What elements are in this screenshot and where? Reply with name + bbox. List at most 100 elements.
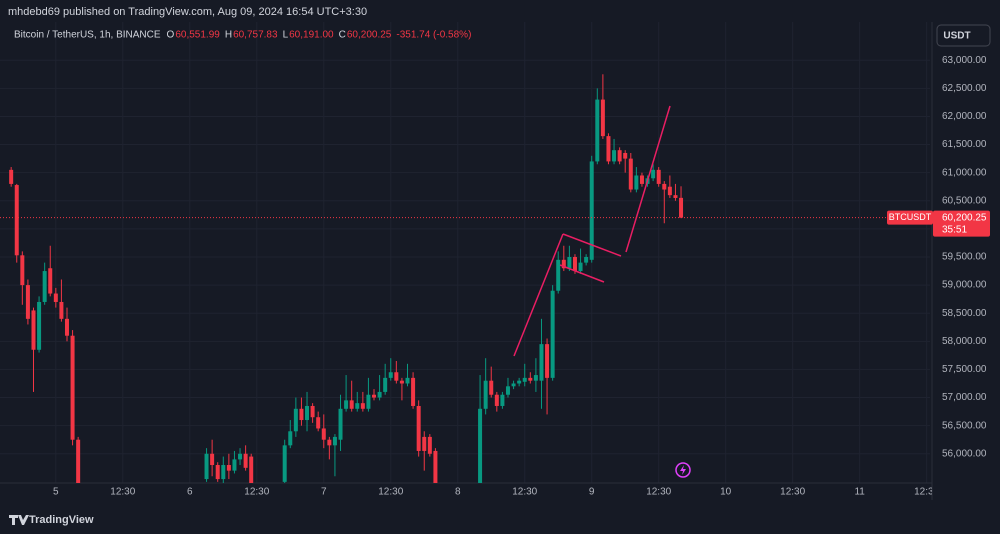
ohlc-key: H xyxy=(225,30,232,41)
candle-body xyxy=(377,391,382,398)
y-tick-label: 63,000.00 xyxy=(942,55,987,66)
currency-label[interactable]: USDT xyxy=(943,31,970,42)
candle-body xyxy=(204,453,209,480)
y-tick-label: 61,000.00 xyxy=(942,167,987,178)
candle-body xyxy=(394,372,399,381)
ohlc-key: C xyxy=(339,30,346,41)
y-tick-label: 58,500.00 xyxy=(942,308,987,319)
y-tick-label: 58,000.00 xyxy=(942,336,987,347)
candle-body xyxy=(76,439,81,483)
ohlc-key: O xyxy=(167,30,175,41)
candle-body xyxy=(673,195,678,198)
y-tick-label: 62,500.00 xyxy=(942,83,987,94)
candle-body xyxy=(20,255,25,286)
x-tick-label: 8 xyxy=(455,487,461,498)
x-tick-label: 9 xyxy=(589,487,595,498)
candle-body xyxy=(489,380,494,395)
candle-body xyxy=(662,183,667,190)
candle-body xyxy=(522,377,527,382)
candle-body xyxy=(215,465,220,480)
candle-body xyxy=(589,161,594,260)
candle-body xyxy=(628,158,633,190)
symbol-label: BTCUSDT xyxy=(889,212,932,222)
x-tick-label: 10 xyxy=(720,487,732,498)
candle-body xyxy=(634,175,639,190)
candle-body xyxy=(517,380,522,384)
x-tick-label: 12:30 xyxy=(110,487,135,498)
published-note: mhdebd69 published on TradingView.com, A… xyxy=(8,6,367,18)
x-tick-label: 12:30 xyxy=(780,487,805,498)
candle-body xyxy=(299,408,304,421)
candle-body xyxy=(567,256,572,269)
candle-body xyxy=(293,408,298,432)
last-price-label: 60,200.25 xyxy=(942,212,987,223)
candle-body xyxy=(37,301,42,350)
x-tick-label: 11 xyxy=(854,487,865,498)
y-tick-label: 56,000.00 xyxy=(942,448,987,459)
candle-body xyxy=(344,400,349,409)
y-tick-label: 56,500.00 xyxy=(942,420,987,431)
candle-body xyxy=(556,259,561,291)
legend: Bitcoin / TetherUS, 1h, BINANCE O 60,551.… xyxy=(14,30,471,41)
candle-body xyxy=(360,403,365,409)
event-icon[interactable] xyxy=(675,462,691,478)
x-tick-label: 5 xyxy=(53,487,59,498)
candle-body xyxy=(533,375,538,381)
candle-body xyxy=(316,417,321,429)
candle-body xyxy=(679,197,684,218)
symbol-title: Bitcoin / TetherUS, 1h, BINANCE xyxy=(14,30,161,41)
candle-body xyxy=(388,372,393,378)
symbol-badge xyxy=(887,210,933,225)
candle-body xyxy=(210,453,215,466)
candle-body xyxy=(539,344,544,381)
drawings xyxy=(513,105,671,357)
candle-body xyxy=(612,150,617,162)
brand-name: TradingView xyxy=(29,514,94,526)
y-tick-label: 59,000.00 xyxy=(942,280,987,291)
trend-line xyxy=(513,233,564,357)
candle-body xyxy=(31,310,36,350)
candle-body xyxy=(372,394,377,398)
candle-body xyxy=(25,285,30,319)
candle-body xyxy=(332,436,337,446)
price-badge xyxy=(933,210,990,237)
candle-body xyxy=(405,377,410,384)
ohlc-value: 60,757.83 xyxy=(233,30,278,41)
candle-body xyxy=(288,431,293,446)
candle-body xyxy=(349,400,354,409)
candle-body xyxy=(42,271,47,302)
ohlc-value: 60,551.99 xyxy=(175,30,220,41)
candle-body xyxy=(494,394,499,406)
y-tick-label: 61,500.00 xyxy=(942,139,987,150)
x-tick-label: 12:30 xyxy=(914,487,939,498)
candle-body xyxy=(639,175,644,184)
x-tick-label: 12:30 xyxy=(378,487,403,498)
trend-line xyxy=(562,233,622,257)
candle-body xyxy=(561,259,566,269)
candle-body xyxy=(511,383,516,387)
candle-body xyxy=(355,403,360,409)
candle-body xyxy=(64,318,69,336)
candle-body xyxy=(221,465,226,480)
candle-body xyxy=(545,344,550,378)
candle-body xyxy=(572,256,577,272)
change: -351.74 (-0.58%) xyxy=(396,30,471,41)
candle-body xyxy=(59,301,64,319)
ohlc-value: 60,200.25 xyxy=(347,30,392,41)
candle-body xyxy=(617,150,622,162)
x-tick-label: 12:30 xyxy=(244,487,269,498)
candle-body xyxy=(366,394,371,409)
candle-body xyxy=(411,377,416,406)
candle-body xyxy=(310,405,315,418)
candle-body xyxy=(9,169,14,184)
candle-body xyxy=(500,394,505,406)
candle-body xyxy=(14,185,19,256)
candle-body xyxy=(416,405,421,451)
x-tick-label: 12:30 xyxy=(646,487,671,498)
candle-body xyxy=(483,380,488,409)
currency-button[interactable] xyxy=(936,24,991,47)
ohlc-key: L xyxy=(283,30,289,41)
candle-body xyxy=(606,136,611,162)
